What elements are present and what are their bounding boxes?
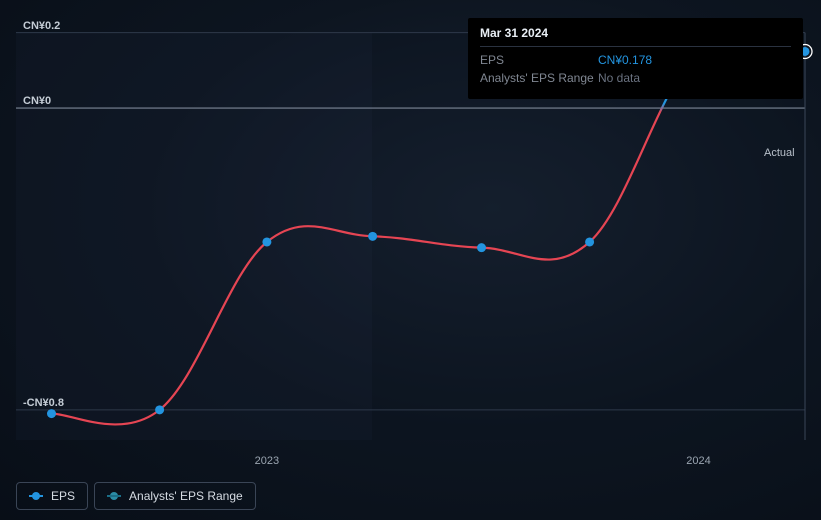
tooltip-divider — [480, 46, 791, 47]
legend-line-icon — [107, 495, 121, 497]
tooltip-row-label: EPS — [480, 51, 598, 69]
legend-label: Analysts' EPS Range — [129, 489, 243, 503]
tooltip-row-value: No data — [598, 69, 640, 87]
legend-swatch-range — [107, 492, 121, 500]
tooltip-row-value: CN¥0.178 — [598, 51, 652, 69]
chart-tooltip: Mar 31 2024 EPS CN¥0.178 Analysts' EPS R… — [468, 18, 803, 99]
tooltip-title: Mar 31 2024 — [480, 26, 791, 46]
legend-swatch-eps — [29, 492, 43, 500]
legend-line-icon — [29, 495, 43, 497]
x-axis-label: 2023 — [255, 455, 279, 467]
actual-label: Actual — [764, 147, 795, 159]
legend-label: EPS — [51, 489, 75, 503]
y-axis-label: CN¥0 — [23, 95, 51, 107]
x-axis-label: 2024 — [686, 455, 710, 467]
tooltip-row-eps: EPS CN¥0.178 — [480, 51, 791, 69]
legend-item-eps[interactable]: EPS — [16, 482, 88, 510]
y-axis-label: CN¥0.2 — [23, 20, 60, 32]
tooltip-row-range: Analysts' EPS Range No data — [480, 69, 791, 87]
y-axis-label: -CN¥0.8 — [23, 397, 64, 409]
legend: EPS Analysts' EPS Range — [16, 482, 256, 510]
legend-item-range[interactable]: Analysts' EPS Range — [94, 482, 256, 510]
tooltip-row-label: Analysts' EPS Range — [480, 69, 598, 87]
eps-chart: Mar 31 2024 EPS CN¥0.178 Analysts' EPS R… — [0, 0, 821, 520]
